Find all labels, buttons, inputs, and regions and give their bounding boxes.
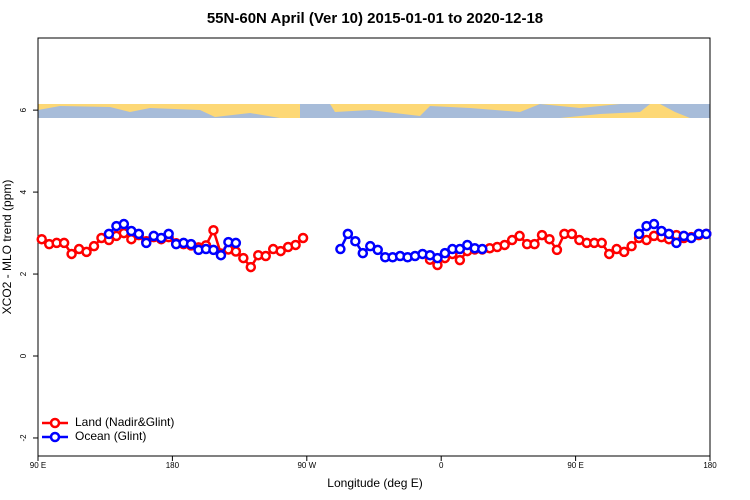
y-tick-label: 4 <box>19 189 28 194</box>
data-point <box>626 240 637 252</box>
data-point <box>342 228 354 240</box>
data-point <box>66 248 77 260</box>
data-point <box>603 248 615 260</box>
data-point <box>238 252 249 264</box>
data-point <box>596 237 607 249</box>
y-axis-label: XCO2 - MLO trend (ppm) <box>0 180 14 315</box>
data-point <box>514 230 525 242</box>
data-point <box>477 243 488 255</box>
data-point <box>58 237 70 249</box>
data-point <box>88 240 100 252</box>
data-point <box>663 228 675 240</box>
data-point <box>529 238 540 250</box>
y-tick-label: 0 <box>19 353 28 358</box>
data-point <box>432 252 443 264</box>
data-point <box>439 247 451 259</box>
data-point <box>118 218 130 230</box>
x-tick-label: 180 <box>166 461 180 470</box>
data-point <box>372 244 383 256</box>
data-point <box>230 237 242 249</box>
data-point <box>357 247 369 259</box>
data-point <box>618 246 630 258</box>
data-point <box>81 246 92 258</box>
data-point <box>633 228 645 240</box>
legend-label: Ocean (Glint) <box>75 429 146 443</box>
data-point <box>506 234 518 246</box>
data-point <box>641 234 652 246</box>
legend-label: Land (Nadir&Glint) <box>75 415 174 429</box>
data-point <box>290 239 301 251</box>
data-point <box>275 245 286 257</box>
data-point <box>163 228 174 240</box>
data-point <box>103 228 115 240</box>
data-point <box>155 232 167 244</box>
x-tick-label: 90 E <box>30 461 46 470</box>
legend-marker <box>49 417 61 429</box>
x-tick-label: 180 <box>703 461 717 470</box>
data-point <box>350 236 361 247</box>
data-point <box>245 261 257 273</box>
x-axis-label: Longitude (deg E) <box>327 476 422 490</box>
y-tick-label: 2 <box>19 271 28 276</box>
data-point <box>297 232 309 244</box>
y-tick-label: 6 <box>19 107 28 112</box>
data-point <box>686 232 697 244</box>
data-point <box>499 239 510 251</box>
data-point <box>215 249 227 261</box>
legend-marker <box>49 431 61 443</box>
data-point <box>454 243 466 255</box>
data-point <box>701 228 712 240</box>
data-point <box>185 238 197 250</box>
data-point <box>208 244 219 256</box>
data-point <box>551 244 563 256</box>
x-tick-label: 90 E <box>567 461 583 470</box>
data-point <box>544 233 555 245</box>
x-tick-label: 90 W <box>297 461 316 470</box>
data-point <box>133 228 145 240</box>
data-point <box>671 237 682 249</box>
data-point <box>454 254 466 266</box>
x-tick-label: 0 <box>439 461 444 470</box>
data-point <box>648 218 660 230</box>
chart-title: 55N-60N April (Ver 10) 2015-01-01 to 202… <box>207 10 543 27</box>
data-point <box>536 229 548 241</box>
data-point <box>335 243 346 255</box>
data-point <box>36 233 47 245</box>
data-point <box>566 228 578 240</box>
data-point <box>141 237 152 249</box>
data-point <box>230 246 242 257</box>
plot-frame <box>37 37 711 457</box>
map-strip <box>38 104 710 118</box>
data-point <box>208 224 219 236</box>
data-point <box>260 250 271 262</box>
y-tick-label: -2 <box>19 434 28 442</box>
